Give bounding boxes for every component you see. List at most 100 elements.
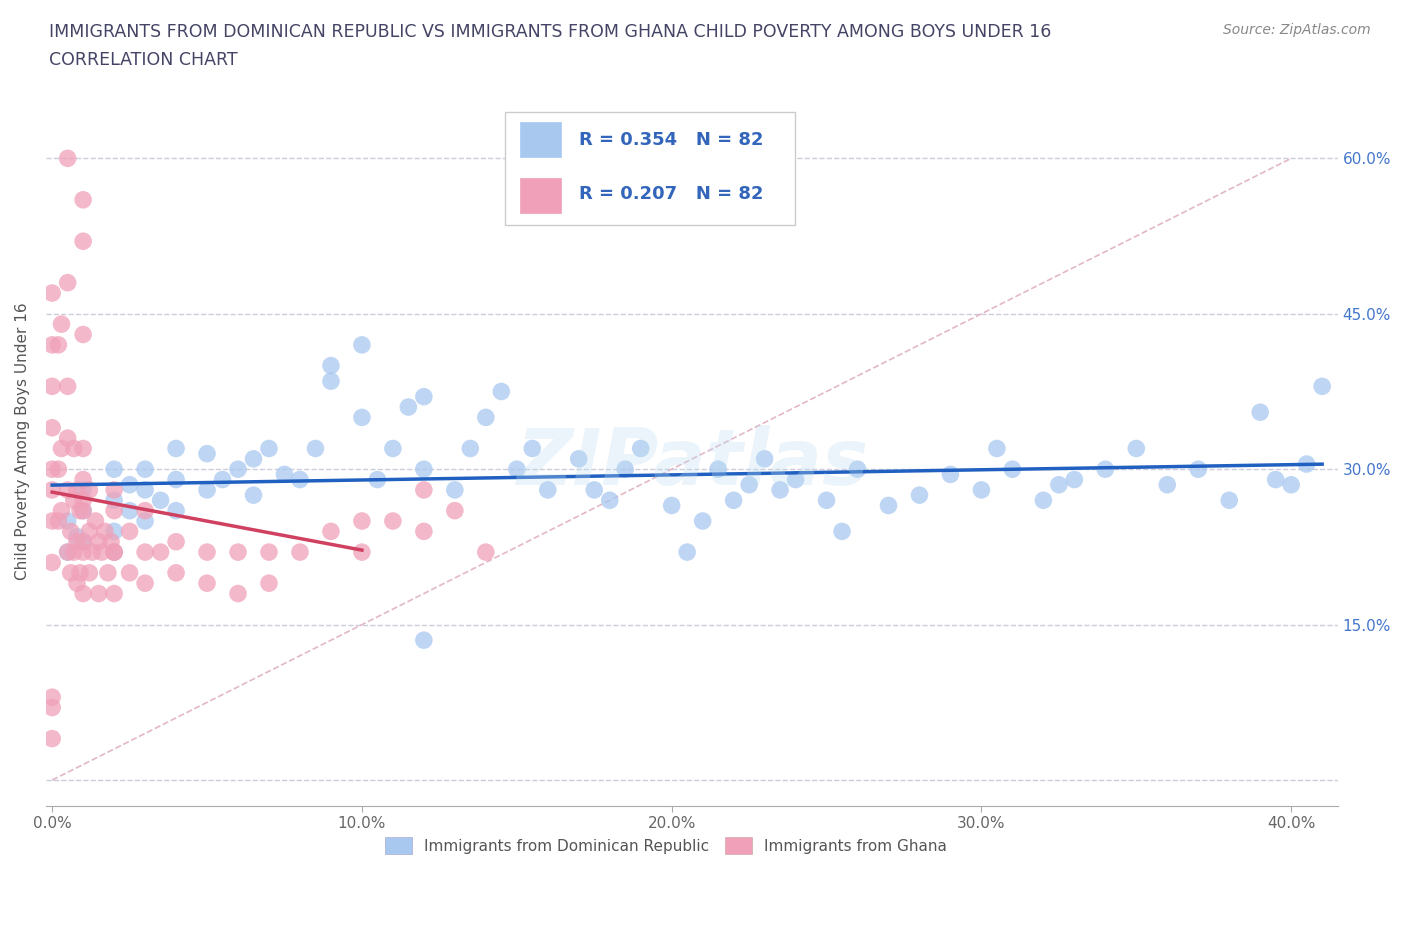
Immigrants from Dominican Republic [304, 441, 326, 456]
Immigrants from Ghana [87, 535, 110, 550]
Immigrants from Ghana [56, 431, 79, 445]
Immigrants from Ghana [41, 690, 63, 705]
Immigrants from Dominican Republic [785, 472, 807, 487]
Immigrants from Ghana [69, 565, 91, 580]
Immigrants from Dominican Republic [491, 384, 513, 399]
Immigrants from Ghana [84, 513, 107, 528]
Immigrants from Ghana [56, 151, 79, 166]
Immigrants from Dominican Republic [134, 483, 156, 498]
Immigrants from Ghana [72, 503, 94, 518]
FancyBboxPatch shape [505, 112, 796, 225]
Immigrants from Ghana [412, 524, 434, 538]
Immigrants from Dominican Republic [1310, 379, 1333, 393]
Immigrants from Ghana [72, 493, 94, 508]
Immigrants from Ghana [69, 503, 91, 518]
Immigrants from Dominican Republic [908, 487, 931, 502]
Immigrants from Ghana [56, 275, 79, 290]
Immigrants from Dominican Republic [103, 462, 125, 477]
Immigrants from Dominican Republic [1156, 477, 1178, 492]
Immigrants from Dominican Republic [460, 441, 482, 456]
Immigrants from Ghana [134, 545, 156, 560]
Immigrants from Ghana [72, 193, 94, 207]
Immigrants from Ghana [100, 535, 122, 550]
Immigrants from Dominican Republic [1063, 472, 1085, 487]
Immigrants from Ghana [48, 513, 70, 528]
Immigrants from Dominican Republic [723, 493, 745, 508]
Immigrants from Ghana [381, 513, 404, 528]
Immigrants from Ghana [72, 472, 94, 487]
Immigrants from Ghana [103, 503, 125, 518]
Immigrants from Dominican Republic [288, 472, 311, 487]
Immigrants from Dominican Republic [1279, 477, 1302, 492]
Immigrants from Ghana [134, 503, 156, 518]
Immigrants from Dominican Republic [134, 462, 156, 477]
Immigrants from Dominican Republic [970, 483, 993, 498]
Immigrants from Dominican Republic [72, 503, 94, 518]
Immigrants from Ghana [66, 576, 89, 591]
Immigrants from Ghana [444, 503, 467, 518]
Immigrants from Dominican Republic [475, 410, 498, 425]
Immigrants from Ghana [165, 565, 187, 580]
Immigrants from Dominican Republic [630, 441, 652, 456]
Immigrants from Dominican Republic [939, 467, 962, 482]
Immigrants from Ghana [79, 524, 101, 538]
Immigrants from Ghana [134, 576, 156, 591]
Immigrants from Ghana [59, 565, 82, 580]
Immigrants from Ghana [48, 462, 70, 477]
Immigrants from Dominican Republic [103, 545, 125, 560]
Immigrants from Ghana [118, 524, 141, 538]
Immigrants from Dominican Republic [661, 498, 683, 513]
Immigrants from Ghana [41, 286, 63, 300]
Immigrants from Ghana [48, 338, 70, 352]
Immigrants from Dominican Republic [165, 472, 187, 487]
Text: ZIPatlas: ZIPatlas [516, 425, 868, 500]
Immigrants from Dominican Republic [103, 493, 125, 508]
Text: CORRELATION CHART: CORRELATION CHART [49, 51, 238, 69]
Bar [520, 178, 561, 213]
Immigrants from Dominican Republic [1032, 493, 1054, 508]
Immigrants from Dominican Republic [676, 545, 699, 560]
Immigrants from Ghana [165, 535, 187, 550]
Immigrants from Dominican Republic [831, 524, 853, 538]
Immigrants from Ghana [51, 317, 73, 332]
Immigrants from Ghana [56, 545, 79, 560]
Immigrants from Ghana [257, 576, 280, 591]
Immigrants from Dominican Republic [738, 477, 761, 492]
Immigrants from Dominican Republic [444, 483, 467, 498]
Immigrants from Dominican Republic [707, 462, 730, 477]
Immigrants from Ghana [412, 483, 434, 498]
Immigrants from Dominican Republic [103, 524, 125, 538]
Immigrants from Ghana [41, 700, 63, 715]
Immigrants from Ghana [350, 545, 373, 560]
Immigrants from Ghana [103, 545, 125, 560]
Immigrants from Dominican Republic [118, 477, 141, 492]
Immigrants from Ghana [63, 545, 86, 560]
Immigrants from Dominican Republic [242, 451, 264, 466]
Immigrants from Dominican Republic [506, 462, 529, 477]
Immigrants from Dominican Republic [1001, 462, 1024, 477]
Immigrants from Dominican Republic [273, 467, 295, 482]
Immigrants from Ghana [149, 545, 172, 560]
Immigrants from Ghana [103, 586, 125, 601]
Immigrants from Dominican Republic [568, 451, 591, 466]
Immigrants from Ghana [97, 565, 120, 580]
Immigrants from Dominican Republic [583, 483, 606, 498]
Immigrants from Ghana [41, 555, 63, 570]
Immigrants from Dominican Republic [195, 446, 218, 461]
Immigrants from Ghana [63, 441, 86, 456]
Immigrants from Ghana [41, 731, 63, 746]
Immigrants from Dominican Republic [754, 451, 776, 466]
Immigrants from Dominican Republic [350, 410, 373, 425]
Immigrants from Ghana [41, 379, 63, 393]
Immigrants from Dominican Republic [195, 483, 218, 498]
Immigrants from Ghana [56, 483, 79, 498]
Immigrants from Dominican Republic [319, 374, 342, 389]
Immigrants from Ghana [103, 545, 125, 560]
Immigrants from Dominican Republic [350, 338, 373, 352]
Immigrants from Dominican Republic [1218, 493, 1240, 508]
Immigrants from Dominican Republic [56, 545, 79, 560]
Immigrants from Ghana [51, 503, 73, 518]
Immigrants from Dominican Republic [72, 483, 94, 498]
Immigrants from Dominican Republic [692, 513, 714, 528]
Immigrants from Dominican Republic [1295, 457, 1317, 472]
